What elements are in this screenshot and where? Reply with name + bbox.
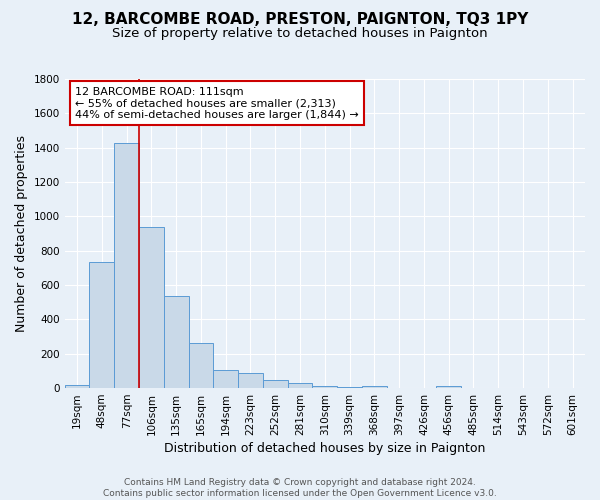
Bar xyxy=(188,342,214,388)
Bar xyxy=(89,262,114,388)
Text: 12, BARCOMBE ROAD, PRESTON, PAIGNTON, TQ3 1PY: 12, BARCOMBE ROAD, PRESTON, PAIGNTON, TQ… xyxy=(72,12,528,28)
Bar xyxy=(164,296,188,388)
Bar xyxy=(263,380,287,388)
Bar xyxy=(287,384,313,388)
Bar xyxy=(238,372,263,388)
Bar xyxy=(436,386,461,388)
Bar xyxy=(362,386,387,388)
Text: 12 BARCOMBE ROAD: 111sqm
← 55% of detached houses are smaller (2,313)
44% of sem: 12 BARCOMBE ROAD: 111sqm ← 55% of detach… xyxy=(75,86,359,120)
Y-axis label: Number of detached properties: Number of detached properties xyxy=(15,135,28,332)
Bar xyxy=(214,370,238,388)
Bar xyxy=(139,226,164,388)
Text: Contains HM Land Registry data © Crown copyright and database right 2024.
Contai: Contains HM Land Registry data © Crown c… xyxy=(103,478,497,498)
Text: Size of property relative to detached houses in Paignton: Size of property relative to detached ho… xyxy=(112,28,488,40)
Bar xyxy=(337,387,362,388)
Bar xyxy=(114,142,139,388)
X-axis label: Distribution of detached houses by size in Paignton: Distribution of detached houses by size … xyxy=(164,442,485,455)
Bar xyxy=(65,384,89,388)
Bar xyxy=(313,386,337,388)
